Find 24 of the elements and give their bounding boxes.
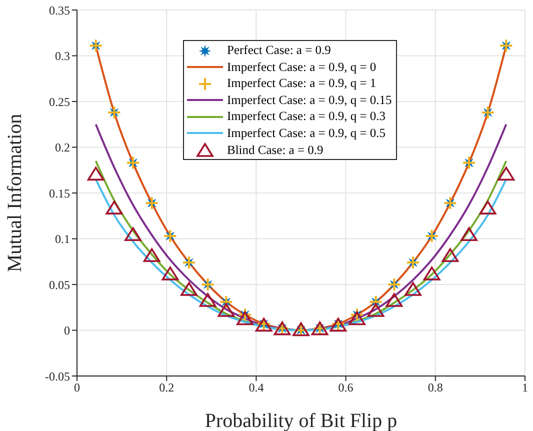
legend-label: Imperfect Case: a = 0.9, q = 0.3 bbox=[227, 108, 386, 125]
x-tick-label: 0 bbox=[74, 380, 80, 395]
y-tick-label: -0.05 bbox=[45, 369, 70, 384]
y-tick-label: 0.15 bbox=[49, 186, 70, 200]
x-tick-label: 0.2 bbox=[159, 380, 174, 395]
y-tick-label: 0.35 bbox=[49, 3, 70, 18]
legend-label: Imperfect Case: a = 0.9, q = 0.15 bbox=[227, 92, 392, 108]
legend-label: Perfect Case: a = 0.9 bbox=[227, 42, 331, 59]
x-tick-label: 0.6 bbox=[338, 380, 354, 395]
x-axis-title: Probability of Bit Flip p bbox=[204, 410, 398, 431]
legend-label: Imperfect Case: a = 0.9, q = 0 bbox=[227, 58, 376, 76]
y-axis-title: Mutual Information bbox=[4, 114, 26, 272]
y-tick-label: 0.2 bbox=[55, 140, 70, 155]
y-tick-label: 0 bbox=[64, 324, 70, 338]
legend-label: Imperfect Case: a = 0.9, q = 0.5 bbox=[227, 124, 386, 142]
x-tick-label: 0.4 bbox=[248, 380, 264, 395]
legend-label: Blind Case: a = 0.9 bbox=[227, 142, 324, 158]
legend-label: Imperfect Case: a = 0.9, q = 1 bbox=[227, 75, 376, 92]
y-tick-label: 0.25 bbox=[49, 94, 70, 109]
x-tick-label: 0.8 bbox=[428, 380, 443, 395]
x-tick-label: 1 bbox=[522, 380, 528, 395]
y-tick-label: 0.3 bbox=[55, 49, 70, 64]
y-tick-label: 0.1 bbox=[55, 232, 70, 246]
y-tick-label: 0.05 bbox=[49, 278, 70, 292]
